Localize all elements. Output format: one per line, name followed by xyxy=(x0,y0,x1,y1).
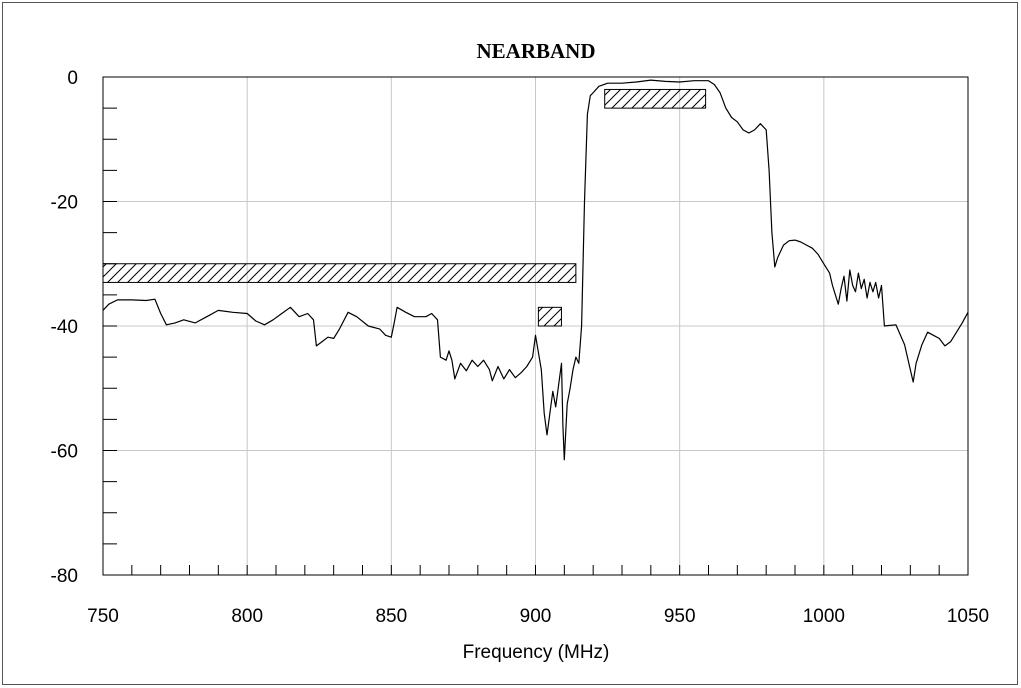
spec-mask xyxy=(102,263,577,283)
y-tick-label: -60 xyxy=(51,442,78,463)
grid xyxy=(103,77,968,575)
spec-mask xyxy=(537,306,562,327)
y-tick-label: 0 xyxy=(67,68,78,89)
y-tick-label: -20 xyxy=(51,193,78,214)
x-tick-label: 1050 xyxy=(947,606,989,627)
x-tick-label: 750 xyxy=(87,606,119,627)
x-tick-label: 950 xyxy=(664,606,696,627)
x-tick-label: 850 xyxy=(375,606,407,627)
y-tick-labels: 0 -20 -40 -60 -80 xyxy=(51,68,78,587)
y-tick-label: -80 xyxy=(51,566,78,587)
x-tick-label: 800 xyxy=(231,606,263,627)
series-line xyxy=(102,79,969,461)
y-tick-label: -40 xyxy=(51,317,78,338)
spec-mask xyxy=(604,88,707,109)
series xyxy=(102,79,969,461)
x-tick-label: 1000 xyxy=(803,606,845,627)
x-axis-label: Frequency (MHz) xyxy=(463,642,610,663)
x-tick-labels: 750 800 850 900 950 1000 1050 xyxy=(87,606,989,627)
x-tick-label: 900 xyxy=(520,606,552,627)
spec-masks xyxy=(102,88,707,327)
axis-ticks xyxy=(102,76,969,576)
chart-title: NEARBAND xyxy=(476,39,595,63)
